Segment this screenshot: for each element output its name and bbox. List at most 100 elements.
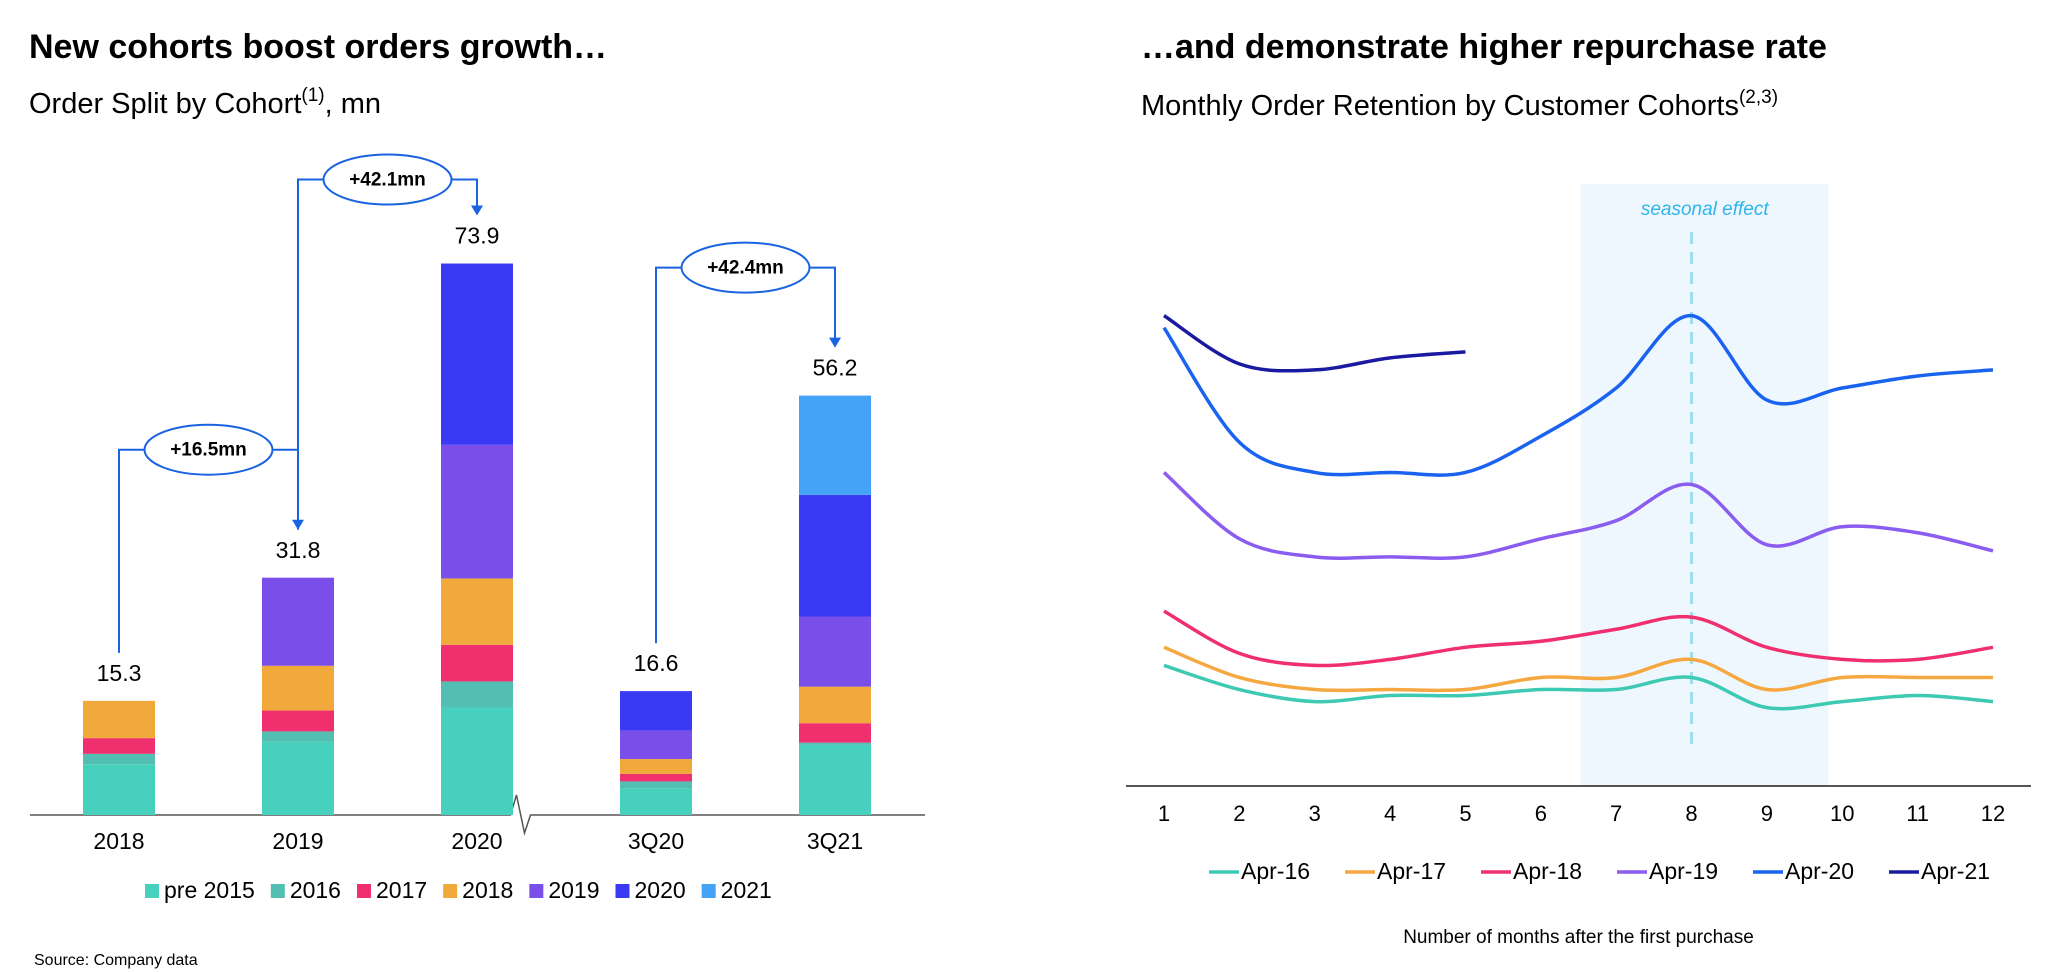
annotation-arrow [829,337,841,348]
series-line [1163,314,1466,373]
x-tick-label: 2 [1233,801,1245,826]
bar-segment [83,764,155,815]
legend-swatch [443,884,458,898]
series-line [1163,663,1994,711]
bar-segment [799,744,871,815]
x-axis [30,794,925,836]
series-line [1162,313,1994,477]
legend-label: pre 2015 [164,877,255,903]
legend-label: Apr-19 [1649,858,1718,884]
bar-segment [262,741,334,815]
legend-swatch [270,884,285,898]
x-tick-label: 3 [1309,801,1321,826]
bar-segment [620,691,692,731]
x-tick-label: 4 [1384,801,1396,826]
right-subtitle: Monthly Order Retention by Customer Coho… [1141,87,1778,122]
legend-label: Apr-16 [1241,858,1310,884]
subtitle-text: Monthly Order Retention by Customer Coho… [1141,90,1739,122]
right-title: …and demonstrate higher repurchase rate [1141,28,1827,66]
bar-segment [262,710,334,732]
annotation-bubble [322,153,453,206]
annotation-bubble [680,241,811,294]
total-label: 31.8 [276,537,321,563]
x-tick-label: 3Q20 [628,828,684,854]
bar-segment [441,644,513,682]
legend-swatch [145,884,159,898]
seasonal-band [1580,184,1829,786]
legend-label: Apr-17 [1377,858,1446,884]
legend-label: Apr-20 [1785,858,1854,884]
subtitle-sup: (2,3) [1739,87,1778,108]
bar-segment [441,707,513,815]
total-label: 16.6 [634,650,679,676]
x-tick-label: 6 [1535,801,1547,826]
bar-segment [262,665,334,711]
bar-segment [262,577,334,666]
x-tick-label: 9 [1761,801,1773,826]
source: Source: Company data [34,952,198,969]
bar-segment [799,494,871,617]
left-subtitle: Order Split by Cohort(1), mn [29,85,381,120]
legend-label: Apr-18 [1513,858,1582,884]
bar-segment [83,753,155,765]
bar-segment [262,731,334,742]
bar-segment [799,742,871,745]
seasonal-label: seasonal effect [1641,199,1770,220]
bar-segment [799,395,871,495]
legend-label: 2018 [462,877,513,903]
total-label: 15.3 [97,660,142,686]
annotation-bubble [143,423,274,476]
x-tick-label: 11 [1906,801,1929,826]
x-tick-label: 1 [1158,801,1170,826]
series-line [1163,609,1994,668]
bar-segment [620,781,692,789]
bar-segment [799,686,871,724]
x-tick-label: 2019 [272,828,323,854]
bar-segment [799,723,871,743]
bar-segment [620,730,692,760]
legend-swatch [615,884,630,898]
legend-label: 2021 [721,877,772,903]
x-tick-label: 2018 [93,828,144,854]
left-title: New cohorts boost orders growth… [29,28,607,66]
subtitle-text: Order Split by Cohort [29,88,301,120]
bar-segment [83,700,155,739]
legend: pre 2015 2016 2017 2018 2019 2020 2021 [145,877,772,903]
bar-segment [83,738,155,754]
total-label: 56.2 [813,355,858,381]
x-tick-label: 8 [1685,801,1697,826]
bar-segment [620,773,692,782]
x-tick-label: 5 [1459,801,1471,826]
x-tick-label: 12 [1981,801,2005,826]
subtitle-suffix: , mn [325,88,381,120]
legend-label: 2020 [635,877,686,903]
annotation-text: +16.5mn [170,440,247,461]
total-label: 73.9 [455,223,500,249]
x-tick-label: 10 [1830,801,1854,826]
series-line [1162,471,1994,560]
legend-swatch [529,884,544,898]
legend-swatch [356,884,371,898]
x-tick-label: 2020 [451,828,502,854]
annotation-text: +42.4mn [707,258,784,279]
legend-label: 2019 [548,877,599,903]
legend-swatch [701,884,716,898]
annotation-text: +42.1mn [349,170,426,191]
legend-label: 2016 [290,877,341,903]
bar-segment [620,788,692,815]
bar-segment [441,263,513,445]
x-axis-label: Number of months after the first purchas… [1403,927,1754,948]
legend-label: Apr-21 [1921,858,1990,884]
bar-segment [441,681,513,708]
legend-label: 2017 [376,877,427,903]
subtitle-sup: (1) [301,85,324,106]
x-tick-label: 3Q21 [807,828,863,854]
annotation-arrow [471,205,483,216]
bar-segment [620,759,692,774]
bar-segment [441,578,513,645]
bar-segment [799,616,871,687]
series-line [1163,645,1993,693]
x-tick-label: 7 [1610,801,1622,826]
bar-segment [441,444,513,579]
